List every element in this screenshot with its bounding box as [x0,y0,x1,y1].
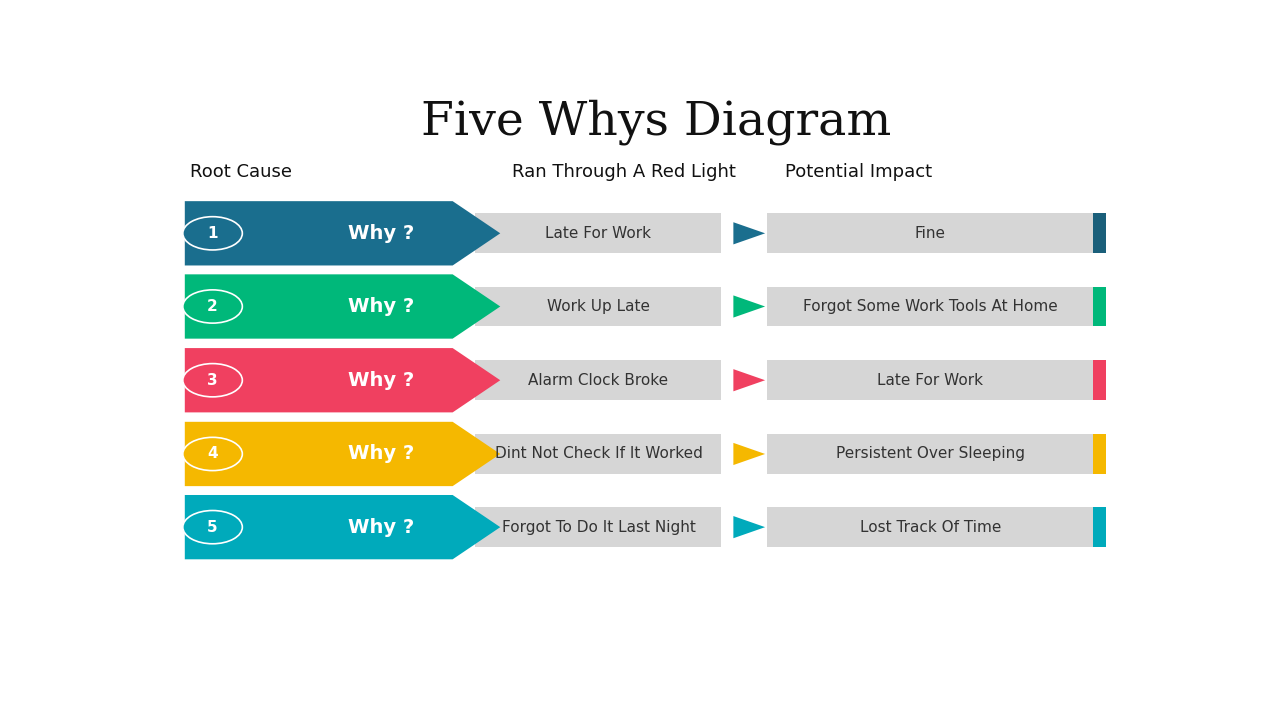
Text: Late For Work: Late For Work [877,373,983,388]
Text: Persistent Over Sleeping: Persistent Over Sleeping [836,446,1025,462]
Text: Fine: Fine [915,226,946,240]
Text: 5: 5 [207,520,218,535]
Text: Why ?: Why ? [348,224,415,243]
FancyBboxPatch shape [767,213,1106,253]
Polygon shape [733,443,765,465]
Text: Ran Through A Red Light: Ran Through A Red Light [512,163,736,181]
Circle shape [183,217,242,250]
Text: 1: 1 [207,226,218,240]
FancyBboxPatch shape [1093,213,1106,253]
FancyBboxPatch shape [1093,434,1106,474]
Polygon shape [184,422,500,486]
Polygon shape [733,222,765,244]
Text: 4: 4 [207,446,218,462]
FancyBboxPatch shape [475,507,722,547]
Text: Why ?: Why ? [348,371,415,390]
FancyBboxPatch shape [767,360,1106,400]
Text: Forgot To Do It Last Night: Forgot To Do It Last Night [502,520,695,535]
Polygon shape [184,201,500,266]
Text: Potential Impact: Potential Impact [785,163,932,181]
Polygon shape [184,495,500,559]
FancyBboxPatch shape [767,434,1106,474]
Circle shape [183,364,242,397]
FancyBboxPatch shape [1093,287,1106,326]
Polygon shape [733,369,765,392]
FancyBboxPatch shape [1093,360,1106,400]
FancyBboxPatch shape [475,360,722,400]
Text: Lost Track Of Time: Lost Track Of Time [860,520,1001,535]
Text: Alarm Clock Broke: Alarm Clock Broke [529,373,668,388]
Polygon shape [733,516,765,539]
FancyBboxPatch shape [475,213,722,253]
Text: Root Cause: Root Cause [189,163,292,181]
Text: Work Up Late: Work Up Late [547,299,650,314]
Circle shape [183,510,242,544]
Text: 2: 2 [207,299,218,314]
Text: Why ?: Why ? [348,518,415,536]
FancyBboxPatch shape [475,287,722,326]
Text: Why ?: Why ? [348,297,415,316]
FancyBboxPatch shape [767,507,1106,547]
Polygon shape [184,274,500,338]
Polygon shape [184,348,500,413]
Circle shape [183,290,242,323]
Polygon shape [733,295,765,318]
FancyBboxPatch shape [1093,507,1106,547]
FancyBboxPatch shape [475,434,722,474]
Text: Five Whys Diagram: Five Whys Diagram [421,99,891,145]
FancyBboxPatch shape [767,287,1106,326]
Circle shape [183,437,242,471]
Text: Forgot Some Work Tools At Home: Forgot Some Work Tools At Home [803,299,1057,314]
Text: Late For Work: Late For Work [545,226,652,240]
Text: Why ?: Why ? [348,444,415,464]
Text: 3: 3 [207,373,218,388]
Text: Dint Not Check If It Worked: Dint Not Check If It Worked [494,446,703,462]
